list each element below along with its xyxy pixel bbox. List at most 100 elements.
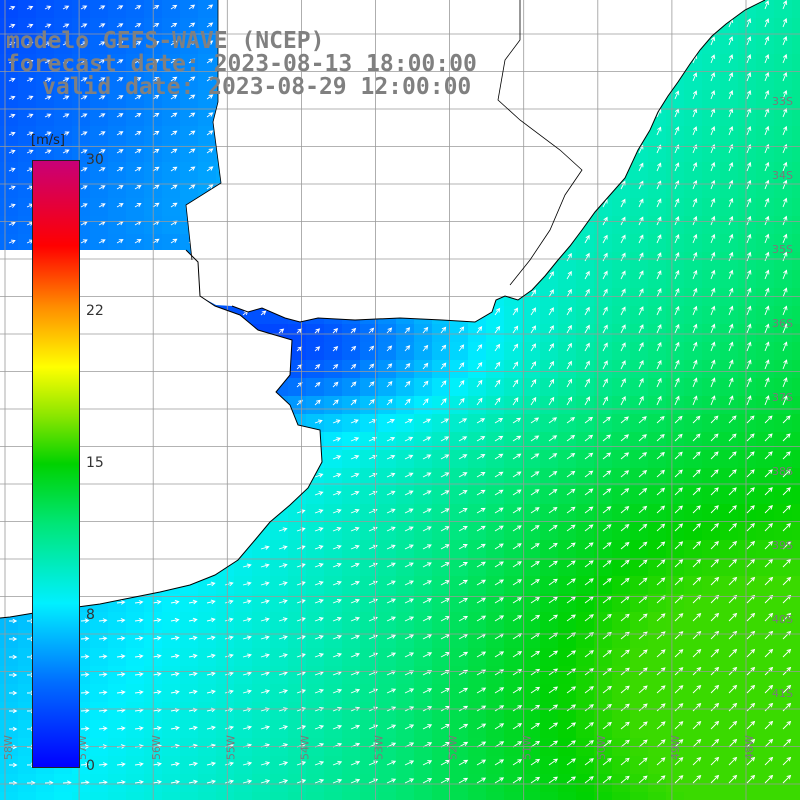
wind-arrow xyxy=(116,131,124,136)
field-cell xyxy=(558,342,577,361)
wind-arrow xyxy=(134,149,142,154)
wind-arrow xyxy=(656,703,666,712)
field-cell xyxy=(648,792,667,800)
wind-arrow xyxy=(512,471,522,478)
field-cell xyxy=(378,342,397,361)
field-cell xyxy=(792,144,800,163)
lon-label: 49W xyxy=(669,735,682,760)
wind-arrow xyxy=(566,650,577,658)
field-cell xyxy=(666,234,685,253)
wind-arrow xyxy=(764,395,770,406)
wind-arrow xyxy=(422,326,429,334)
wind-arrow xyxy=(692,702,702,712)
wind-arrow xyxy=(368,399,375,406)
field-cell xyxy=(594,396,613,415)
field-cell xyxy=(630,252,649,271)
wind-arrow xyxy=(134,77,142,82)
wind-arrow xyxy=(548,417,558,424)
wind-arrow xyxy=(314,778,325,784)
wind-arrow xyxy=(332,760,343,766)
wind-arrow xyxy=(440,472,450,478)
field-cell xyxy=(666,378,685,397)
wind-arrow xyxy=(332,473,342,478)
wind-arrow xyxy=(746,72,752,82)
wind-arrow xyxy=(422,344,429,352)
field-cell xyxy=(792,720,800,739)
field-cell xyxy=(792,702,800,721)
wind-arrow xyxy=(602,721,612,730)
wind-arrow xyxy=(728,341,734,352)
wind-arrow xyxy=(620,324,626,334)
wind-arrow xyxy=(692,251,698,262)
wind-arrow xyxy=(458,508,468,514)
wind-arrow xyxy=(656,359,662,370)
wind-arrow xyxy=(458,759,469,766)
wind-arrow xyxy=(170,130,178,136)
wind-arrow xyxy=(602,757,612,766)
field-cell xyxy=(72,792,91,800)
wind-arrow xyxy=(530,453,540,460)
wind-arrow xyxy=(9,744,18,750)
field-cell xyxy=(342,378,361,397)
wind-arrow xyxy=(638,162,644,172)
wind-arrow xyxy=(98,41,106,46)
wind-arrow xyxy=(512,525,522,532)
wind-arrow xyxy=(746,756,756,766)
wind-arrow xyxy=(638,452,648,460)
wind-arrow xyxy=(9,618,18,624)
wind-arrow xyxy=(764,36,770,46)
wind-arrow xyxy=(404,398,411,406)
wind-arrow xyxy=(8,149,16,154)
wind-arrow xyxy=(530,435,540,442)
wind-arrow xyxy=(638,775,648,784)
field-cell xyxy=(666,360,685,379)
wind-arrow xyxy=(134,672,144,677)
field-cell xyxy=(792,198,800,217)
wind-arrow xyxy=(26,23,34,28)
wind-arrow xyxy=(710,684,720,694)
wind-arrow xyxy=(746,720,756,730)
field-cell xyxy=(216,792,235,800)
wind-arrow xyxy=(386,616,396,622)
wind-arrow xyxy=(494,489,504,496)
wind-arrow xyxy=(584,704,594,712)
lon-label: 56W xyxy=(150,735,163,760)
field-cell xyxy=(774,36,793,55)
field-cell xyxy=(648,180,667,199)
wind-arrow xyxy=(764,738,774,748)
wind-arrow xyxy=(98,654,108,659)
wind-arrow xyxy=(206,635,216,641)
field-cell xyxy=(468,792,487,800)
wind-arrow xyxy=(296,599,306,604)
wind-arrow xyxy=(656,721,666,730)
wind-arrow xyxy=(530,343,537,352)
field-cell xyxy=(738,288,757,307)
wind-arrow xyxy=(278,328,285,334)
wind-arrow xyxy=(332,544,342,550)
wind-arrow xyxy=(8,239,16,244)
wind-arrow xyxy=(620,524,630,532)
wind-arrow xyxy=(674,541,684,550)
field-cell xyxy=(378,324,397,343)
wind-arrow xyxy=(332,778,343,784)
wind-arrow xyxy=(602,416,611,424)
wind-arrow xyxy=(674,469,683,478)
field-cell xyxy=(612,306,631,325)
wind-arrow xyxy=(80,41,88,46)
wind-arrow xyxy=(638,270,644,280)
wind-arrow xyxy=(566,306,572,316)
wind-arrow xyxy=(116,77,124,82)
wind-arrow xyxy=(98,23,106,28)
wind-arrow xyxy=(458,562,468,568)
field-cell xyxy=(792,90,800,109)
wind-arrow xyxy=(476,561,486,568)
wind-arrow xyxy=(620,775,630,784)
field-cell xyxy=(756,126,775,145)
field-cell xyxy=(648,198,667,217)
wind-arrow xyxy=(476,418,486,424)
field-cell xyxy=(774,90,793,109)
wind-arrow xyxy=(584,396,590,406)
wind-arrow xyxy=(692,162,698,172)
wind-arrow xyxy=(548,578,558,586)
